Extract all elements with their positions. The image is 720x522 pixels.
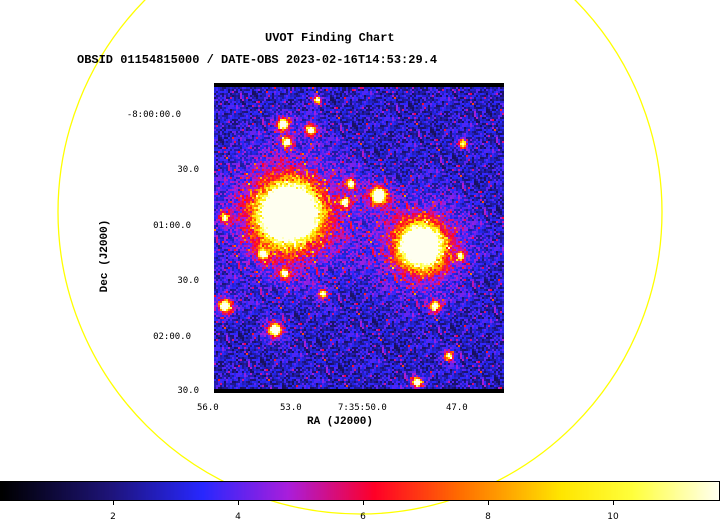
colorbar (0, 481, 720, 501)
chart-subtitle: OBSID 01154815000 / DATE-OBS 2023-02-16T… (77, 53, 438, 67)
fov-circle-outline (57, 0, 663, 515)
x-tick-label: 47.0 (446, 403, 468, 413)
colorbar-tick-label: 2 (110, 512, 116, 522)
y-tick-label: 02:00.0 (153, 332, 191, 342)
sky-image (214, 83, 504, 393)
x-tick-label: 7:35:50.0 (338, 403, 387, 413)
x-tick-label: 56.0 (197, 403, 219, 413)
colorbar-tick (113, 501, 114, 505)
colorbar-tick (238, 501, 239, 505)
colorbar-tick-label: 8 (485, 512, 491, 522)
colorbar-tick-label: 10 (607, 512, 619, 522)
y-tick-label: 01:00.0 (153, 221, 191, 231)
colorbar-tick-label: 6 (360, 512, 366, 522)
colorbar-tick-label: 4 (235, 512, 241, 522)
y-tick-label: 30.0 (177, 386, 199, 396)
chart-title: UVOT Finding Chart (265, 31, 395, 45)
colorbar-gradient (1, 482, 719, 500)
y-tick-label: -8:00:00.0 (126, 110, 181, 120)
y-tick-label: 30.0 (177, 276, 199, 286)
x-axis-label: RA (J2000) (307, 416, 374, 428)
colorbar-tick (613, 501, 614, 505)
colorbar-tick (363, 501, 364, 505)
y-tick-label: 30.0 (177, 165, 199, 175)
y-axis-label: Dec (J2000) (99, 219, 111, 293)
colorbar-tick (488, 501, 489, 505)
x-tick-label: 53.0 (280, 403, 302, 413)
